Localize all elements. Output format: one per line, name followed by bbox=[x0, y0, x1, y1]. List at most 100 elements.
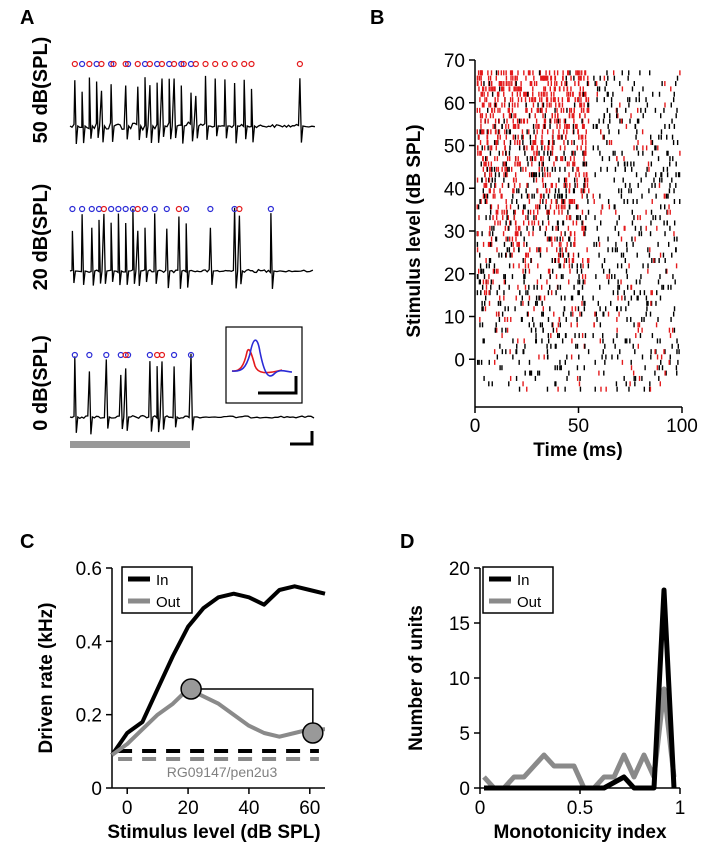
spike-marker-blue-1-12 bbox=[207, 205, 214, 213]
d-xlabel: Monotonicity index bbox=[493, 822, 667, 843]
spike-marker-red-1-3 bbox=[236, 205, 243, 213]
c-xlabel: Stimulus level (dB SPL) bbox=[107, 822, 320, 843]
spike-marker-blue-2-7 bbox=[187, 351, 195, 359]
d-legend-box bbox=[482, 566, 554, 614]
d-ytick-label-0: 0 bbox=[459, 779, 470, 800]
spike-marker-blue-1-8 bbox=[141, 205, 149, 213]
spike-marker-red-0-10 bbox=[192, 60, 199, 68]
spike-marker-blue-2-2 bbox=[103, 351, 110, 359]
panel-label-b: B bbox=[370, 7, 384, 29]
spike-marker-red-0-2 bbox=[98, 60, 105, 68]
spike-marker-blue-2-5 bbox=[146, 351, 153, 359]
spike-marker-red-0-0 bbox=[71, 60, 78, 68]
inset-box bbox=[225, 326, 303, 404]
c-xtick-label-3: 60 bbox=[299, 798, 320, 819]
spike-marker-blue-1-0 bbox=[69, 205, 76, 213]
spike-marker-red-0-3 bbox=[110, 60, 117, 68]
spike-marker-blue-1-2 bbox=[88, 205, 95, 213]
spike-marker-blue-0-0 bbox=[78, 60, 86, 68]
raster-ytick-label-5: 50 bbox=[444, 137, 465, 158]
panel-label-a: A bbox=[20, 7, 34, 29]
spike-marker-blue-0-3 bbox=[124, 60, 132, 68]
panel-label-d: D bbox=[400, 531, 414, 553]
spike-marker-red-0-17 bbox=[296, 60, 303, 68]
raster-ytick-label-4: 40 bbox=[444, 179, 465, 200]
spike-marker-red-0-1 bbox=[86, 60, 93, 68]
c-ytick-label-3: 0.6 bbox=[76, 559, 102, 580]
spike-marker-red-0-6 bbox=[146, 60, 153, 68]
c-unit-label: RG09147/pen2u3 bbox=[167, 764, 278, 780]
c-legend-in: In bbox=[156, 572, 169, 589]
raster-ytick-label-7: 70 bbox=[444, 51, 465, 72]
spike-marker-blue-1-11 bbox=[183, 205, 190, 213]
trace-1 bbox=[69, 207, 314, 289]
raster-xtick-label-2: 100 bbox=[666, 416, 698, 437]
spike-marker-blue-1-9 bbox=[151, 205, 158, 213]
d-xtick-label-2: 1 bbox=[675, 798, 686, 819]
spike-marker-blue-0-2 bbox=[108, 60, 115, 68]
spike-marker-red-0-7 bbox=[158, 60, 166, 68]
raster-xtick-label-1: 50 bbox=[568, 416, 589, 437]
c-xtick-label-0: 0 bbox=[122, 798, 133, 819]
d-ytick-label-4: 20 bbox=[449, 559, 470, 580]
raster-ytick-label-3: 30 bbox=[444, 222, 465, 243]
spike-marker-blue-1-6 bbox=[122, 205, 129, 213]
spike-marker-blue-0-7 bbox=[178, 60, 185, 68]
trace-2 bbox=[69, 353, 315, 435]
spike-marker-blue-1-1 bbox=[78, 205, 86, 213]
d-ytick-label-1: 5 bbox=[459, 724, 470, 745]
spike-marker-red-0-8 bbox=[170, 60, 178, 68]
c-bracket bbox=[191, 688, 314, 733]
spike-marker-red-1-1 bbox=[134, 205, 141, 213]
spike-marker-red-2-2 bbox=[158, 351, 166, 359]
raster-xlabel: Time (ms) bbox=[533, 440, 622, 461]
c-xtick-label-2: 40 bbox=[238, 798, 259, 819]
panel-c: 0 0.2 0.4 0.6 0 20 40 60 Stimulus level (dB SPL)… bbox=[36, 559, 326, 843]
d-series-in bbox=[484, 587, 677, 791]
raster-ytick-label-6: 60 bbox=[444, 94, 465, 115]
d-ytick-label-2: 10 bbox=[449, 669, 470, 690]
raster-ytick-label-1: 10 bbox=[444, 308, 465, 329]
spike-marker-blue-2-0 bbox=[71, 351, 78, 359]
spike-marker-red-0-9 bbox=[180, 60, 187, 68]
c-ytick-label-2: 0.4 bbox=[76, 632, 103, 653]
c-ytick-label-1: 0.2 bbox=[76, 706, 102, 727]
spike-marker-blue-1-4 bbox=[108, 205, 115, 213]
spike-marker-blue-1-10 bbox=[163, 205, 170, 213]
spike-marker-red-1-0 bbox=[100, 205, 107, 213]
raster-ytick-label-2: 20 bbox=[444, 265, 465, 286]
trace-label-0: 50 dB(SPL) bbox=[30, 37, 52, 144]
spike-marker-red-0-11 bbox=[202, 60, 209, 68]
c-marker-0 bbox=[180, 678, 202, 700]
raster-ytick-label-0: 0 bbox=[454, 350, 465, 371]
c-series-in bbox=[110, 584, 326, 757]
spike-marker-blue-1-14 bbox=[267, 205, 274, 213]
d-legend-in: In bbox=[517, 572, 530, 589]
inset-scale-bar bbox=[258, 376, 298, 395]
c-series-out bbox=[110, 687, 325, 757]
raster-ylabel: Stimulus level (dB SPL) bbox=[404, 124, 425, 337]
d-legend-out: Out bbox=[517, 594, 542, 611]
panel-b: 0 10 20 30 40 50 60 70 0 50 100 Time (ms) Stimulus l… bbox=[404, 51, 698, 461]
c-legend-out: Out bbox=[156, 594, 181, 611]
spike-marker-red-0-4 bbox=[122, 60, 129, 68]
spike-marker-red-0-12 bbox=[212, 60, 219, 68]
inset-blue-waveform bbox=[231, 339, 293, 377]
spike-marker-red-0-13 bbox=[221, 60, 228, 68]
raster-xtick-label-0: 0 bbox=[470, 416, 481, 437]
spike-marker-blue-2-4 bbox=[124, 351, 132, 359]
panel-d: 0 5 10 15 20 0 0.5 1 Monotonicity index Number of… bbox=[406, 559, 685, 843]
c-ytick-label-0: 0 bbox=[91, 779, 102, 800]
spike-marker-blue-1-5 bbox=[115, 205, 122, 213]
c-xtick-label-1: 20 bbox=[178, 798, 199, 819]
panel-label-c: C bbox=[20, 531, 34, 553]
d-ytick-label-3: 15 bbox=[449, 614, 470, 635]
spike-marker-red-1-2 bbox=[175, 205, 182, 213]
trace-label-2: 0 dB(SPL) bbox=[30, 335, 52, 431]
spike-marker-blue-2-1 bbox=[86, 351, 93, 359]
trace-label-1: 20 dB(SPL) bbox=[30, 184, 52, 291]
d-series-out bbox=[482, 686, 677, 791]
scale-bar bbox=[290, 431, 314, 446]
trace-0 bbox=[69, 75, 316, 145]
